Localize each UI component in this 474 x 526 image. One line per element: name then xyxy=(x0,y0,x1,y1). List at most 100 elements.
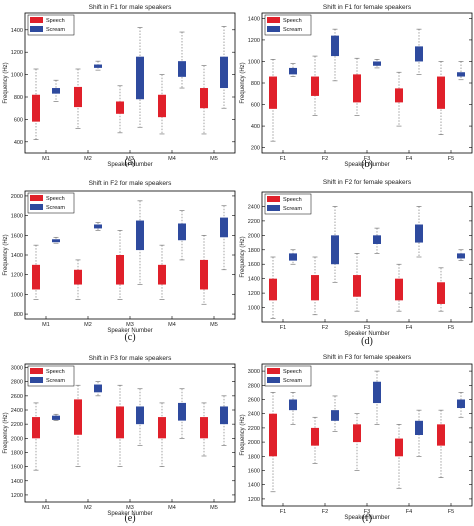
y-tick-label: 400 xyxy=(14,140,23,146)
box-body xyxy=(269,76,277,109)
panel-label: (a) xyxy=(124,157,135,168)
y-tick-label: 2800 xyxy=(11,380,23,386)
box-speech-m2 xyxy=(74,384,82,467)
y-tick-label: 1200 xyxy=(11,493,23,499)
box-speech-f1 xyxy=(269,59,277,142)
legend: Speech Scream xyxy=(27,14,75,36)
box-scream-m4 xyxy=(178,31,186,89)
box-body xyxy=(32,417,40,439)
chart-title: Shift in F3 for male speakers xyxy=(89,355,172,362)
y-tick-label: 600 xyxy=(14,117,23,123)
box-body xyxy=(437,424,445,446)
box-scream-m5 xyxy=(220,395,228,446)
box-body xyxy=(457,399,465,409)
x-tick-label: M5 xyxy=(210,322,218,328)
legend-swatch-scream xyxy=(267,377,280,383)
x-tick-label: F2 xyxy=(322,325,328,331)
x-tick-label: F1 xyxy=(280,325,286,331)
x-tick-label: M2 xyxy=(84,322,92,328)
x-tick-label: F5 xyxy=(448,325,454,331)
box-body xyxy=(32,94,40,122)
box-speech-f1 xyxy=(269,392,277,493)
box-speech-f1 xyxy=(269,256,277,319)
box-speech-f4 xyxy=(395,263,403,312)
box-body xyxy=(331,235,339,265)
box-body xyxy=(116,255,124,285)
y-tick-label: 800 xyxy=(14,95,23,101)
box-scream-f5 xyxy=(457,61,465,81)
box-body xyxy=(200,417,208,439)
box-speech-m1 xyxy=(32,244,40,300)
legend-label-speech: Speech xyxy=(46,196,65,202)
box-speech-f2 xyxy=(311,416,319,464)
y-tick-label: 1600 xyxy=(11,465,23,471)
box-body xyxy=(373,381,381,404)
panel-label: (f) xyxy=(362,513,372,524)
box-speech-f2 xyxy=(311,55,319,116)
y-tick-label: 2000 xyxy=(11,436,23,442)
chart-panel-6: Shift in F3 for female speakers 1200 1400 1… xyxy=(240,354,473,524)
box-speech-f5 xyxy=(437,409,445,478)
x-tick-label: M3 xyxy=(126,505,134,511)
box-body xyxy=(353,424,361,443)
box-speech-m5 xyxy=(200,235,208,305)
box-body xyxy=(457,253,465,259)
legend-swatch-speech xyxy=(30,368,43,374)
box-scream-m3 xyxy=(136,200,144,285)
y-tick-label: 3000 xyxy=(248,369,260,375)
box-scream-f4 xyxy=(415,206,423,258)
box-speech-m4 xyxy=(158,244,166,300)
y-tick-label: 1000 xyxy=(11,73,23,79)
y-axis-label: Frequency (Hz) xyxy=(240,414,246,455)
chart-title: Shift in F2 for male speakers xyxy=(89,180,172,187)
y-tick-label: 1400 xyxy=(11,253,23,259)
box-speech-m5 xyxy=(200,402,208,457)
x-tick-label: F3 xyxy=(364,509,370,515)
box-scream-m4 xyxy=(178,210,186,261)
box-scream-f2 xyxy=(331,28,339,82)
x-tick-label: M4 xyxy=(168,156,176,162)
box-body xyxy=(94,384,102,393)
box-body xyxy=(395,438,403,457)
box-body xyxy=(353,275,361,297)
y-axis-label: Frequency (Hz) xyxy=(3,234,9,275)
legend-label-speech: Speech xyxy=(46,18,65,24)
y-tick-label: 1400 xyxy=(248,483,260,489)
y-tick-label: 1600 xyxy=(248,262,260,268)
box-speech-f2 xyxy=(311,256,319,316)
box-speech-m3 xyxy=(116,230,124,300)
y-tick-label: 1600 xyxy=(248,469,260,475)
box-scream-m4 xyxy=(178,388,186,439)
y-tick-label: 800 xyxy=(14,312,23,318)
box-body xyxy=(311,76,319,96)
box-body xyxy=(116,406,124,439)
y-tick-label: 2400 xyxy=(11,408,23,414)
x-tick-label: F2 xyxy=(322,509,328,515)
panel-label: (d) xyxy=(361,336,373,347)
y-tick-label: 1000 xyxy=(248,306,260,312)
box-body xyxy=(373,235,381,244)
box-speech-m3 xyxy=(116,384,124,467)
box-scream-f4 xyxy=(415,409,423,457)
panel-label: (b) xyxy=(361,159,373,170)
box-body xyxy=(158,94,166,118)
x-tick-label: M1 xyxy=(42,322,50,328)
box-body xyxy=(158,417,166,439)
x-tick-label: M4 xyxy=(168,322,176,328)
x-axis-label: Speaker Number xyxy=(344,162,389,168)
x-tick-label: F5 xyxy=(448,509,454,515)
box-body xyxy=(94,64,102,68)
box-body xyxy=(220,406,228,425)
box-scream-m1 xyxy=(52,236,60,244)
box-speech-f3 xyxy=(353,57,361,116)
x-axis-label: Speaker Number xyxy=(107,162,152,168)
legend-swatch-speech xyxy=(267,368,280,374)
box-body xyxy=(311,427,319,446)
box-speech-f5 xyxy=(437,267,445,312)
x-axis-label: Speaker Number xyxy=(344,331,389,337)
legend-swatch-scream xyxy=(30,204,43,210)
chart-panel-3: Shift in F2 for male speakers 800 1000 1200… xyxy=(3,180,236,343)
box-speech-f4 xyxy=(395,71,403,127)
y-tick-label: 400 xyxy=(251,124,260,130)
plot-frame xyxy=(24,12,236,154)
